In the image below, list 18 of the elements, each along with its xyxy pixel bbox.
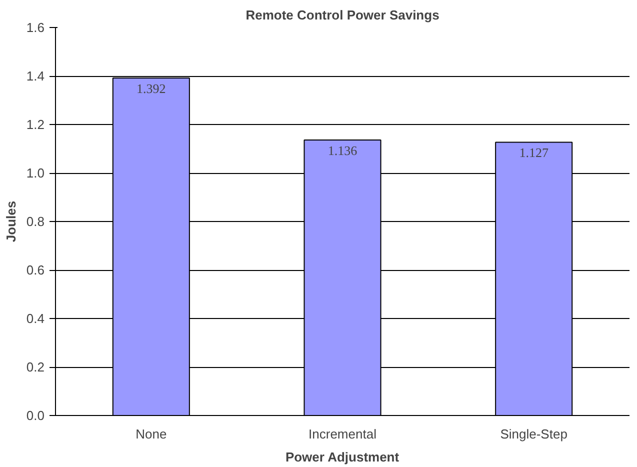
y-axis-title: Joules (3, 200, 18, 242)
y-tick-label: 1.4 (26, 68, 45, 84)
y-tick-label: 0.6 (26, 262, 45, 278)
data-label: 1.392 (136, 80, 166, 96)
x-tick-label: None (136, 426, 167, 442)
chart-title: Remote Control Power Savings (246, 8, 440, 22)
y-tick-label: 1.0 (26, 166, 45, 180)
y-tick-label: 0.8 (26, 214, 45, 229)
x-tick-label: Incremental (308, 426, 377, 442)
y-tick-label: 1.6 (26, 20, 45, 35)
data-label: 1.127 (519, 145, 549, 160)
y-tick-label: 0.4 (26, 311, 45, 326)
y-tick-label: 0.0 (26, 408, 45, 423)
y-tick-label: 0.2 (26, 360, 45, 374)
y-tick-label: 1.2 (26, 117, 45, 132)
x-axis-title: Power Adjustment (285, 450, 400, 464)
x-tick-label: Single-Step (500, 426, 568, 442)
data-label: 1.136 (328, 143, 358, 158)
